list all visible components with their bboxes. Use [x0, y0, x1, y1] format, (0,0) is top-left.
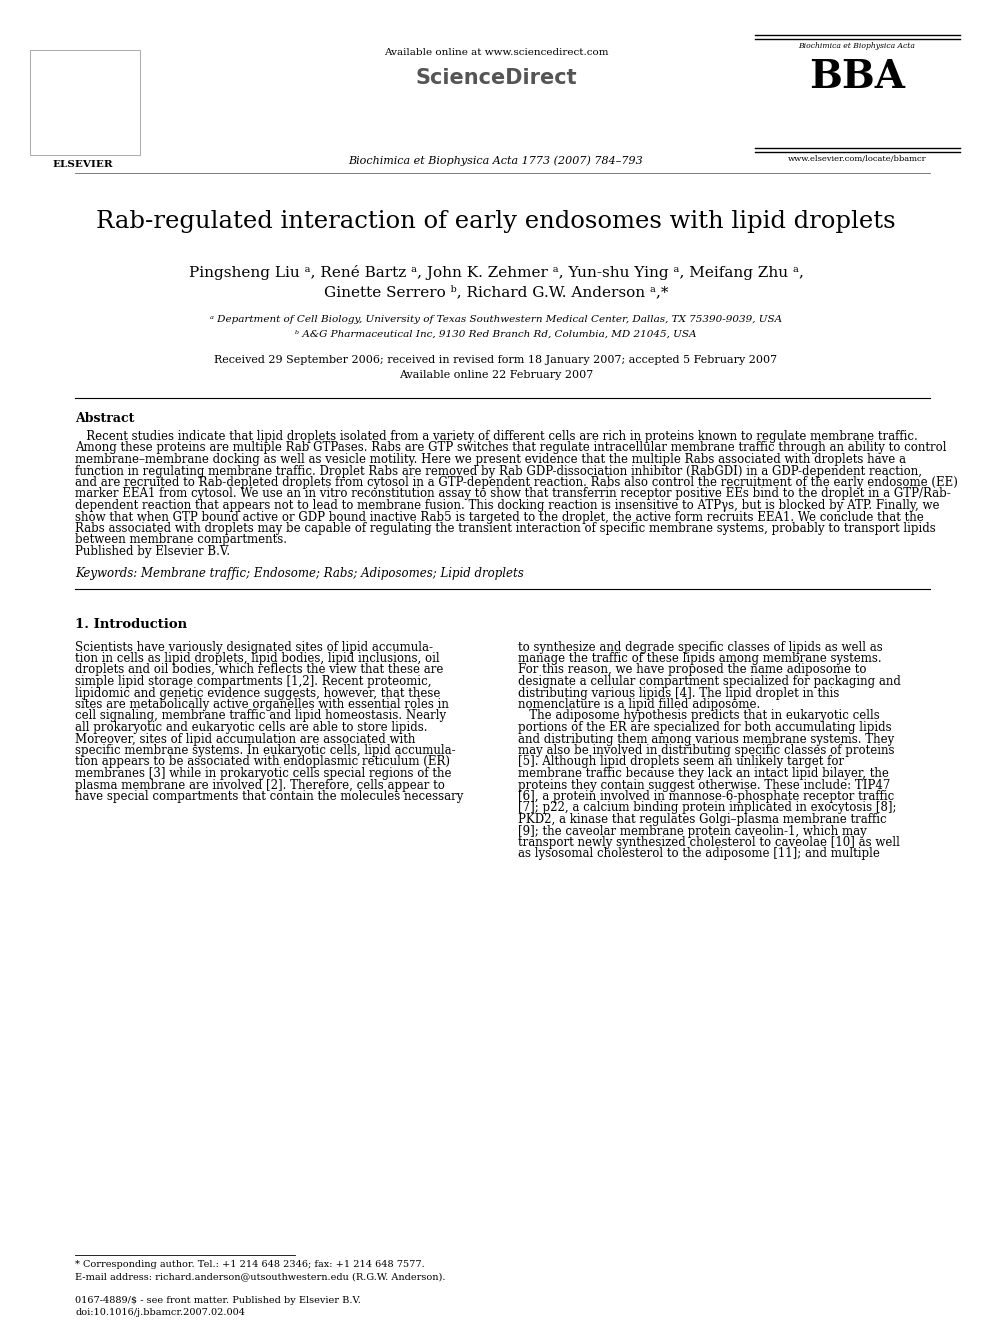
Text: Available online 22 February 2007: Available online 22 February 2007	[399, 370, 593, 380]
Text: doi:10.1016/j.bbamcr.2007.02.004: doi:10.1016/j.bbamcr.2007.02.004	[75, 1308, 245, 1316]
Text: www.elsevier.com/locate/bbamcr: www.elsevier.com/locate/bbamcr	[788, 155, 927, 163]
Text: The adiposome hypothesis predicts that in eukaryotic cells: The adiposome hypothesis predicts that i…	[518, 709, 879, 722]
Text: manage the traffic of these lipids among membrane systems.: manage the traffic of these lipids among…	[518, 652, 881, 665]
Text: plasma membrane are involved [2]. Therefore, cells appear to: plasma membrane are involved [2]. Theref…	[75, 778, 444, 791]
Text: ᵇ A&G Pharmaceutical Inc, 9130 Red Branch Rd, Columbia, MD 21045, USA: ᵇ A&G Pharmaceutical Inc, 9130 Red Branc…	[296, 329, 696, 339]
Text: E-mail address: richard.anderson@utsouthwestern.edu (R.G.W. Anderson).: E-mail address: richard.anderson@utsouth…	[75, 1271, 445, 1281]
Text: and are recruited to Rab-depleted droplets from cytosol in a GTP-dependent react: and are recruited to Rab-depleted drople…	[75, 476, 958, 490]
Text: function in regulating membrane traffic. Droplet Rabs are removed by Rab GDP-dis: function in regulating membrane traffic.…	[75, 464, 922, 478]
Text: Moreover, sites of lipid accumulation are associated with: Moreover, sites of lipid accumulation ar…	[75, 733, 416, 745]
Text: transport newly synthesized cholesterol to caveolae [10] as well: transport newly synthesized cholesterol …	[518, 836, 900, 849]
Text: proteins they contain suggest otherwise. These include: TIP47: proteins they contain suggest otherwise.…	[518, 778, 890, 791]
Text: Scientists have variously designated sites of lipid accumula-: Scientists have variously designated sit…	[75, 640, 433, 654]
Text: membrane–membrane docking as well as vesicle motility. Here we present evidence : membrane–membrane docking as well as ves…	[75, 452, 906, 466]
Text: Published by Elsevier B.V.: Published by Elsevier B.V.	[75, 545, 230, 558]
Text: Received 29 September 2006; received in revised form 18 January 2007; accepted 5: Received 29 September 2006; received in …	[214, 355, 778, 365]
Text: Available online at www.sciencedirect.com: Available online at www.sciencedirect.co…	[384, 48, 608, 57]
Text: Rabs associated with droplets may be capable of regulating the transient interac: Rabs associated with droplets may be cap…	[75, 523, 935, 534]
Text: * Corresponding author. Tel.: +1 214 648 2346; fax: +1 214 648 7577.: * Corresponding author. Tel.: +1 214 648…	[75, 1259, 425, 1269]
Text: Rab-regulated interaction of early endosomes with lipid droplets: Rab-regulated interaction of early endos…	[96, 210, 896, 233]
Text: tion appears to be associated with endoplasmic reticulum (ER): tion appears to be associated with endop…	[75, 755, 450, 769]
Text: Ginette Serrero ᵇ, Richard G.W. Anderson ᵃ,*: Ginette Serrero ᵇ, Richard G.W. Anderson…	[323, 284, 669, 299]
Text: cell signaling, membrane traffic and lipid homeostasis. Nearly: cell signaling, membrane traffic and lip…	[75, 709, 446, 722]
Text: show that when GTP bound active or GDP bound inactive Rab5 is targeted to the dr: show that when GTP bound active or GDP b…	[75, 511, 924, 524]
Text: Biochimica et Biophysica Acta 1773 (2007) 784–793: Biochimica et Biophysica Acta 1773 (2007…	[348, 155, 644, 165]
Text: to synthesize and degrade specific classes of lipids as well as: to synthesize and degrade specific class…	[518, 640, 882, 654]
Text: membrane traffic because they lack an intact lipid bilayer, the: membrane traffic because they lack an in…	[518, 767, 889, 781]
Bar	[30, 50, 140, 155]
Text: sites are metabolically active organelles with essential roles in: sites are metabolically active organelle…	[75, 699, 448, 710]
Text: Pingsheng Liu ᵃ, René Bartz ᵃ, John K. Zehmer ᵃ, Yun-shu Ying ᵃ, Meifang Zhu ᵃ,: Pingsheng Liu ᵃ, René Bartz ᵃ, John K. Z…	[188, 265, 804, 280]
Text: Keywords: Membrane traffic; Endosome; Rabs; Adiposomes; Lipid droplets: Keywords: Membrane traffic; Endosome; Ra…	[75, 566, 524, 579]
Text: have special compartments that contain the molecules necessary: have special compartments that contain t…	[75, 790, 463, 803]
Text: Abstract: Abstract	[75, 411, 134, 425]
Text: dependent reaction that appears not to lead to membrane fusion. This docking rea: dependent reaction that appears not to l…	[75, 499, 939, 512]
Text: ScienceDirect: ScienceDirect	[416, 67, 576, 89]
Text: all prokaryotic and eukaryotic cells are able to store lipids.: all prokaryotic and eukaryotic cells are…	[75, 721, 428, 734]
Text: ᵃ Department of Cell Biology, University of Texas Southwestern Medical Center, D: ᵃ Department of Cell Biology, University…	[210, 315, 782, 324]
Text: may also be involved in distributing specific classes of proteins: may also be involved in distributing spe…	[518, 744, 894, 757]
Text: and distributing them among various membrane systems. They: and distributing them among various memb…	[518, 733, 894, 745]
Text: lipidomic and genetic evidence suggests, however, that these: lipidomic and genetic evidence suggests,…	[75, 687, 440, 700]
Text: specific membrane systems. In eukaryotic cells, lipid accumula-: specific membrane systems. In eukaryotic…	[75, 744, 455, 757]
Text: PKD2, a kinase that regulates Golgi–plasma membrane traffic: PKD2, a kinase that regulates Golgi–plas…	[518, 814, 886, 826]
Text: marker EEA1 from cytosol. We use an in vitro reconstitution assay to show that t: marker EEA1 from cytosol. We use an in v…	[75, 487, 950, 500]
Text: between membrane compartments.: between membrane compartments.	[75, 533, 287, 546]
Text: BBA: BBA	[809, 58, 905, 97]
Text: Among these proteins are multiple Rab GTPases. Rabs are GTP switches that regula: Among these proteins are multiple Rab GT…	[75, 442, 946, 455]
Text: nomenclature is a lipid filled adiposome.: nomenclature is a lipid filled adiposome…	[518, 699, 760, 710]
Text: [6], a protein involved in mannose-6-phosphate receptor traffic: [6], a protein involved in mannose-6-pho…	[518, 790, 894, 803]
Text: tion in cells as lipid droplets, lipid bodies, lipid inclusions, oil: tion in cells as lipid droplets, lipid b…	[75, 652, 439, 665]
Text: simple lipid storage compartments [1,2]. Recent proteomic,: simple lipid storage compartments [1,2].…	[75, 675, 432, 688]
Text: 1. Introduction: 1. Introduction	[75, 618, 187, 631]
Text: Recent studies indicate that lipid droplets isolated from a variety of different: Recent studies indicate that lipid dropl…	[75, 430, 918, 443]
Text: 0167-4889/$ - see front matter. Published by Elsevier B.V.: 0167-4889/$ - see front matter. Publishe…	[75, 1297, 361, 1304]
Text: Biochimica et Biophysica Acta: Biochimica et Biophysica Acta	[799, 42, 916, 50]
Text: [7]; p22, a calcium binding protein implicated in exocytosis [8];: [7]; p22, a calcium binding protein impl…	[518, 802, 896, 815]
Text: For this reason, we have proposed the name adiposome to: For this reason, we have proposed the na…	[518, 664, 866, 676]
Text: as lysosomal cholesterol to the adiposome [11]; and multiple: as lysosomal cholesterol to the adiposom…	[518, 848, 879, 860]
Text: [5]. Although lipid droplets seem an unlikely target for: [5]. Although lipid droplets seem an unl…	[518, 755, 843, 769]
Text: [9]; the caveolar membrane protein caveolin-1, which may: [9]; the caveolar membrane protein caveo…	[518, 824, 866, 837]
Text: distributing various lipids [4]. The lipid droplet in this: distributing various lipids [4]. The lip…	[518, 687, 839, 700]
Text: ELSEVIER: ELSEVIER	[53, 160, 113, 169]
Text: membranes [3] while in prokaryotic cells special regions of the: membranes [3] while in prokaryotic cells…	[75, 767, 451, 781]
Text: droplets and oil bodies, which reflects the view that these are: droplets and oil bodies, which reflects …	[75, 664, 443, 676]
Text: portions of the ER are specialized for both accumulating lipids: portions of the ER are specialized for b…	[518, 721, 891, 734]
Text: designate a cellular compartment specialized for packaging and: designate a cellular compartment special…	[518, 675, 901, 688]
